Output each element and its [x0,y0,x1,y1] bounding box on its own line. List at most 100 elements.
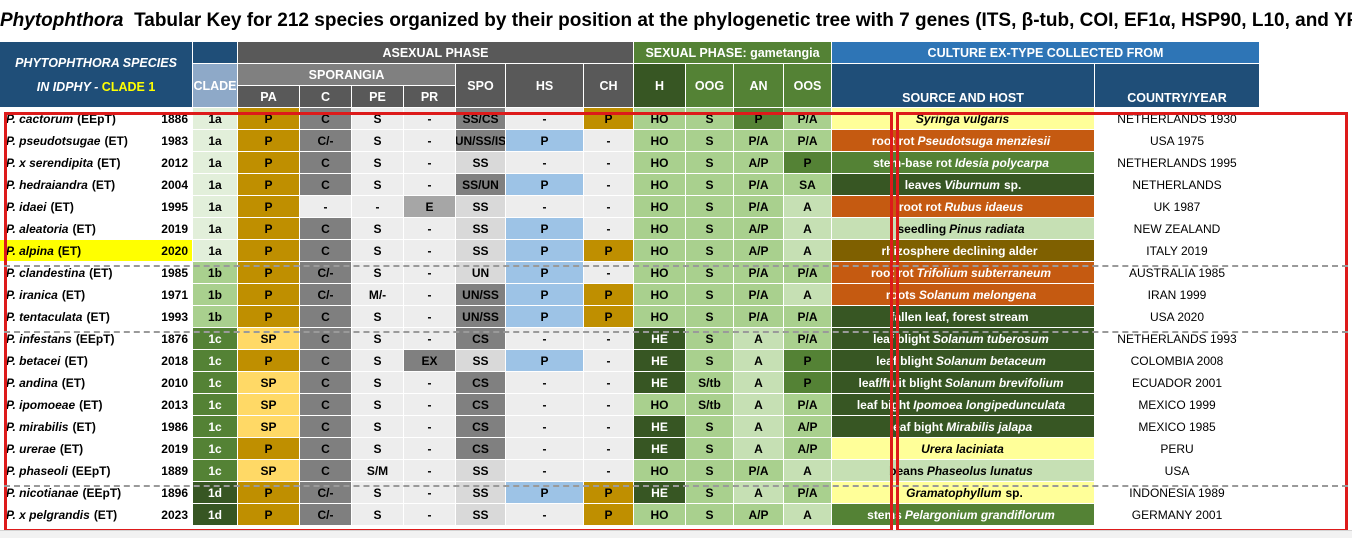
species-name: P. x serendipita [6,155,94,170]
species-name-cell: P. idaei (ET) [0,196,193,218]
an-cell: A [734,328,784,350]
oog-cell: S [686,504,734,526]
source-host-cell: Urera laciniata [832,438,1095,460]
species-year: 2010 [143,372,193,394]
species-name-cell: P. infestans (EEpT) [0,328,193,350]
host-species: Gramatophyllum [906,485,1002,500]
clade-header: CLADE [193,64,238,108]
species-type-code: (ET) [72,221,96,236]
pe-cell: S [352,262,404,284]
host-source-text: leaf blight [873,331,930,346]
species-name: P. infestans [6,331,72,346]
ch-cell: - [584,350,634,372]
species-name-cell: P. hedraiandra (ET) [0,174,193,196]
source-host-cell: stems Pelargonium grandiflorum [832,504,1095,526]
pr-cell: - [404,328,456,350]
host-source-text: leaf/fruit blight [858,375,942,390]
species-year: 1896 [143,482,193,504]
pr-cell: - [404,460,456,482]
species-type-code: (ET) [91,177,116,192]
c-cell: C [300,306,352,328]
species-name: P. tentaculata [6,309,83,324]
oos-cell: A [784,460,832,482]
spo-cell: SS [456,460,506,482]
pa-cell: P [238,504,300,526]
species-name-cell: P. ipomoeae (ET) [0,394,193,416]
oos-cell: A [784,284,832,306]
hs-cell: P [506,482,584,504]
source-host-cell: leaves Viburnum sp. [832,174,1095,196]
species-header-line2: IN IDPHY - CLADE 1 [36,79,156,94]
country-year-cell: UK 1987 [1095,196,1260,218]
species-name: P. nicotianae [6,485,79,500]
clade-cell: 1a [193,108,238,130]
species-name: P. urerae [6,441,56,456]
oog-cell: S [686,438,734,460]
hs-cell: P [506,174,584,196]
oos-header: OOS [784,64,832,108]
country-year-cell: USA [1095,460,1260,482]
species-name: P. idaei [6,199,47,214]
pe-cell: S [352,504,404,526]
oog-cell: S/tb [686,394,734,416]
pr-cell: - [404,108,456,130]
pe-cell: S [352,350,404,372]
clade-cell: 1d [193,482,238,504]
c-cell: C/- [300,284,352,306]
species-name-cell: P. pseudotsugae (ET) [0,130,193,152]
an-cell: A/P [734,218,784,240]
species-type-code: (ET) [50,199,74,214]
species-year: 2004 [143,174,193,196]
country-year-cell: INDONESIA 1989 [1095,482,1260,504]
host-species: Solanum tuberosum [932,331,1049,346]
ch-cell: P [584,306,634,328]
hs-cell: P [506,130,584,152]
hs-cell: P [506,218,584,240]
spo-cell: SS [456,350,506,372]
source-host-cell: rhizosphere declining alder [832,240,1095,262]
ch-cell: P [584,108,634,130]
species-year: 1995 [143,196,193,218]
spo-cell: SS [456,504,506,526]
oos-cell: A/P [784,438,832,460]
host-species: Syringa vulgaris [915,111,1010,126]
clade-header-top [193,42,238,64]
pr-cell: - [404,306,456,328]
c-cell: - [300,196,352,218]
pa-cell: P [238,306,300,328]
an-cell: P/A [734,460,784,482]
an-cell: A/P [734,152,784,174]
oos-cell: P/A [784,394,832,416]
host-species: Solanum betaceum [935,353,1046,368]
c-cell: C/- [300,262,352,284]
spo-cell: CS [456,438,506,460]
hs-cell: P [506,350,584,372]
hs-cell: P [506,240,584,262]
c-cell: C [300,438,352,460]
pa-cell: P [238,196,300,218]
pe-cell: S [352,130,404,152]
pa-cell: P [238,350,300,372]
pe-cell: S [352,328,404,350]
pa-cell: P [238,240,300,262]
spo-cell: SS [456,152,506,174]
source-host-cell: Syringa vulgaris [832,108,1095,130]
country-year-cell: MEXICO 1999 [1095,394,1260,416]
pe-cell: S [352,416,404,438]
species-name-cell: P. alpina (ET) [0,240,193,262]
an-cell: P/A [734,130,784,152]
h-cell: HO [634,394,686,416]
an-cell: P [734,108,784,130]
oos-cell: A [784,218,832,240]
pe-header: PE [352,86,404,108]
title-genus: Phytophthora [0,10,124,31]
country-year-cell: GERMANY 2001 [1095,504,1260,526]
species-name-cell: P. x serendipita (ET) [0,152,193,174]
host-source-text: beans [889,463,924,478]
hs-cell: - [506,394,584,416]
pr-cell: - [404,174,456,196]
hs-cell: - [506,328,584,350]
spo-cell: SS/UN [456,174,506,196]
an-cell: A/P [734,504,784,526]
species-name: P. iranica [6,287,58,302]
